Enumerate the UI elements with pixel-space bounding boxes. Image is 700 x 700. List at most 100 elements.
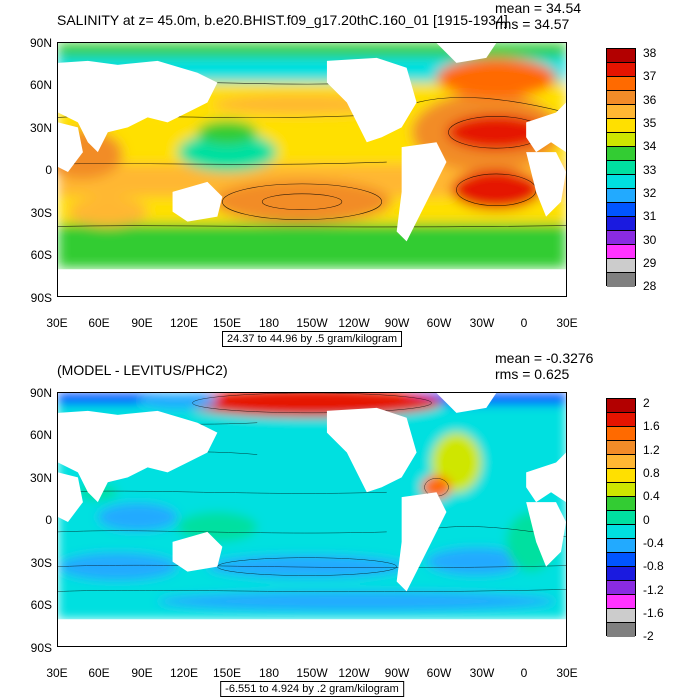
colorbar-swatch (607, 133, 635, 147)
colorbar-label: -0.4 (643, 536, 664, 550)
difference-map (57, 392, 567, 647)
colorbar-swatch (607, 217, 635, 231)
land-mask (58, 43, 566, 296)
colorbar-swatch (607, 105, 635, 119)
contour-range-label: 24.37 to 44.96 by .5 gram/kilogram (222, 331, 402, 347)
lat-label: 30N (29, 121, 52, 135)
rms-value: rms = 34.57 (495, 16, 570, 32)
colorbar-label: 34 (643, 139, 657, 153)
colorbar-label: 37 (643, 69, 657, 83)
colorbar-swatch (607, 539, 635, 553)
colorbar-swatch (607, 259, 635, 273)
lat-label: 30S (30, 206, 52, 220)
lat-label: 60N (29, 78, 52, 92)
colorbar-label: 30 (643, 233, 657, 247)
colorbar-swatch (607, 63, 635, 77)
lat-label: 0 (45, 163, 52, 177)
colorbar-swatch (607, 553, 635, 567)
lon-label: 90E (131, 666, 153, 680)
difference-field (58, 393, 566, 620)
colorbar-swatch (607, 595, 635, 609)
difference-panel: (MODEL - LEVITUS/PHC2) mean = -0.3276 rm… (0, 350, 700, 700)
colorbar-label: 0.4 (643, 489, 660, 503)
colorbar-swatch (607, 567, 635, 581)
lon-label: 150W (296, 316, 328, 330)
colorbar-label: -1.6 (643, 606, 664, 620)
lon-label: 30E (556, 666, 578, 680)
colorbar-swatch (607, 441, 635, 455)
colorbar-swatch (607, 455, 635, 469)
mean-value: mean = -0.3276 (495, 350, 594, 366)
lon-label: 30E (46, 316, 68, 330)
colorbar-label: -2 (643, 629, 654, 643)
lon-label: 0 (520, 316, 528, 330)
lat-label: 30S (30, 556, 52, 570)
lon-label: 120E (169, 666, 199, 680)
colorbar-swatch (607, 91, 635, 105)
colorbar (606, 398, 636, 637)
lon-label: 0 (520, 666, 528, 680)
lat-label: 60S (30, 598, 52, 612)
lon-label: 30E (556, 316, 578, 330)
lat-label: 0 (45, 513, 52, 527)
colorbar-swatch (607, 273, 635, 287)
colorbar-swatch (607, 77, 635, 91)
colorbar-swatch (607, 483, 635, 497)
lon-label: 30W (469, 666, 495, 680)
colorbar-swatch (607, 623, 635, 637)
colorbar-label: 1.2 (643, 443, 660, 457)
lon-label: 90W (384, 316, 410, 330)
colorbar-swatch (607, 511, 635, 525)
colorbar-swatch (607, 161, 635, 175)
lon-label: 180 (258, 666, 280, 680)
lon-label: 150E (212, 316, 242, 330)
colorbar-swatch (607, 189, 635, 203)
lon-label: 60E (88, 316, 110, 330)
colorbar-swatch (607, 469, 635, 483)
colorbar-label: -0.8 (643, 559, 664, 573)
lon-label: 120E (169, 316, 199, 330)
lat-label: 90S (30, 641, 52, 655)
colorbar-swatch (607, 413, 635, 427)
colorbar-swatch (607, 49, 635, 63)
colorbar-swatch (607, 581, 635, 595)
colorbar-label: 0 (643, 513, 650, 527)
map-title: (MODEL - LEVITUS/PHC2) (57, 362, 228, 378)
contour-range-label: -6.551 to 4.924 by .2 gram/kilogram (220, 681, 404, 697)
lon-label: 60E (88, 666, 110, 680)
lon-label: 90E (131, 316, 153, 330)
colorbar-label: 32 (643, 186, 657, 200)
salinity-panel: SALINITY at z= 45.0m, b.e20.BHIST.f09_g1… (29, 0, 657, 347)
colorbar-label: 33 (643, 163, 657, 177)
colorbar (606, 48, 636, 287)
land-mask (58, 393, 566, 646)
colorbar-label: -1.2 (643, 583, 664, 597)
colorbar-label: 0.8 (643, 466, 660, 480)
colorbar-swatch (607, 609, 635, 623)
colorbar-swatch (607, 175, 635, 189)
colorbar-label: 28 (643, 279, 657, 293)
colorbar-label: 38 (643, 46, 657, 60)
colorbar-swatch (607, 399, 635, 413)
colorbar-swatch (607, 245, 635, 259)
lat-label: 60S (30, 248, 52, 262)
colorbar-swatch (607, 147, 635, 161)
lon-label: 60W (426, 316, 452, 330)
lon-label: 60W (426, 666, 452, 680)
lat-label: 60N (29, 428, 52, 442)
colorbar-swatch (607, 525, 635, 539)
lat-label: 30N (29, 471, 52, 485)
salinity-map (57, 42, 567, 297)
lon-label: 180 (258, 316, 280, 330)
map-title: SALINITY at z= 45.0m, b.e20.BHIST.f09_g1… (57, 12, 508, 28)
colorbar-label: 31 (643, 209, 657, 223)
colorbar-swatch (607, 119, 635, 133)
colorbar-swatch (607, 497, 635, 511)
colorbar-label: 29 (643, 256, 657, 270)
lat-label: 90S (30, 291, 52, 305)
lon-label: 90W (384, 666, 410, 680)
lon-label: 30E (46, 666, 68, 680)
lon-label: 120W (338, 666, 370, 680)
lon-label: 120W (338, 316, 370, 330)
colorbar-label: 1.6 (643, 419, 660, 433)
